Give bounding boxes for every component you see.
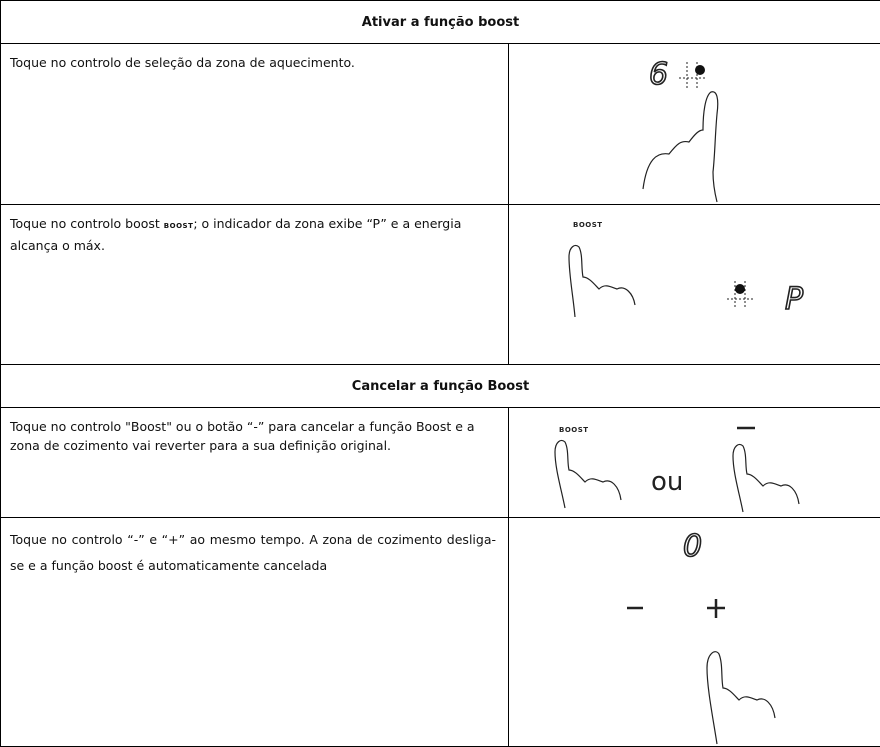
- instruction-text: Toque no controlo boost BOOST; o indicad…: [0, 204, 509, 365]
- hand: [568, 244, 636, 318]
- zone-dot: [695, 65, 705, 75]
- figure: BOOST ou: [508, 407, 880, 518]
- instruction-text: Toque no controlo “-” e “+” ao mesmo tem…: [0, 517, 509, 747]
- hand: [706, 651, 776, 745]
- connector-text: ou: [651, 467, 683, 497]
- plus-symbol: [707, 599, 725, 618]
- instruction-text: Toque no controlo de seleção da zona de …: [0, 43, 509, 205]
- illustration: 0: [627, 528, 776, 745]
- hand: [732, 443, 800, 513]
- illustration: BOOST ou: [554, 426, 800, 513]
- section-title: Cancelar a função Boost: [0, 364, 880, 408]
- display-digit: P: [785, 282, 804, 317]
- display-digit: 6: [649, 57, 668, 92]
- zone-icon: [727, 281, 755, 309]
- inline-label: BOOST: [163, 222, 194, 230]
- hand: [642, 91, 719, 203]
- text: Toque no controlo boost: [10, 216, 164, 231]
- boost-label: BOOST: [559, 426, 589, 434]
- illustration: 6: [642, 56, 719, 203]
- boost-label: BOOST: [573, 221, 603, 229]
- instruction-text: Toque no controlo "Boost" ou o botão “-”…: [0, 407, 509, 518]
- figure: 6: [508, 43, 880, 205]
- text: ; o indicador da zona exibe “P” e a ener…: [10, 216, 462, 253]
- illustration: BOOST P: [568, 221, 805, 318]
- figure: 0: [508, 517, 880, 747]
- hand: [554, 439, 622, 509]
- section-title: Ativar a função boost: [0, 0, 880, 44]
- zone-dot: [735, 284, 745, 294]
- display-digit: 0: [683, 529, 702, 564]
- figure: BOOST P: [508, 204, 880, 365]
